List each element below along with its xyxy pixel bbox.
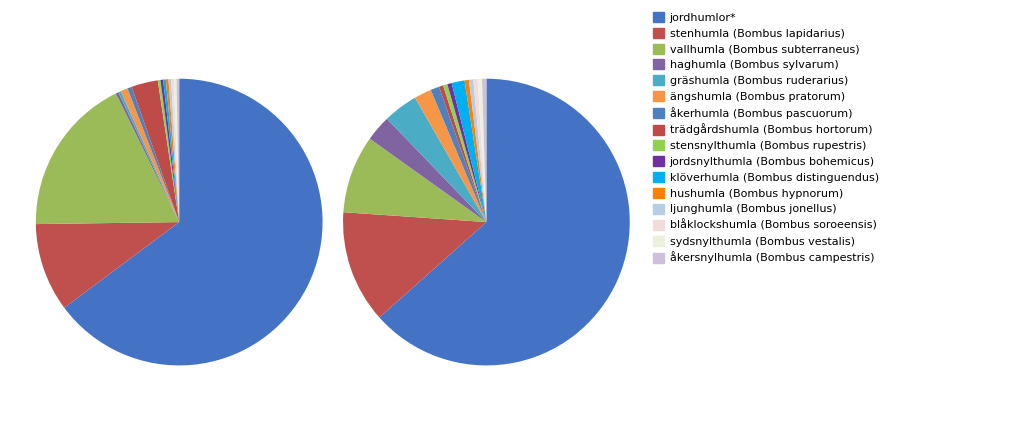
Wedge shape [482,79,486,222]
Wedge shape [171,79,179,222]
Wedge shape [132,80,179,222]
Wedge shape [379,79,630,365]
Wedge shape [473,79,486,222]
Wedge shape [116,92,179,222]
Wedge shape [127,87,179,222]
Wedge shape [431,87,486,222]
Wedge shape [469,80,486,222]
Wedge shape [447,83,486,222]
Wedge shape [119,91,179,222]
Wedge shape [163,80,179,222]
Wedge shape [174,79,179,222]
Wedge shape [387,98,486,222]
Wedge shape [168,79,179,222]
Wedge shape [452,80,486,222]
Wedge shape [65,79,323,365]
Wedge shape [161,80,179,222]
Wedge shape [343,139,486,222]
Wedge shape [343,212,486,317]
Wedge shape [439,85,486,222]
Wedge shape [465,80,486,222]
Wedge shape [443,84,486,222]
Legend: jordhumlor*, stenhumla (Bombus lapidarius), vallhumla (Bombus subterraneus), hag: jordhumlor*, stenhumla (Bombus lapidariu… [650,10,881,266]
Wedge shape [370,119,486,222]
Wedge shape [477,79,486,222]
Wedge shape [36,93,179,224]
Wedge shape [121,88,179,222]
Wedge shape [36,222,179,308]
Wedge shape [158,80,179,222]
Wedge shape [166,79,179,222]
Wedge shape [415,90,486,222]
Wedge shape [176,79,179,222]
